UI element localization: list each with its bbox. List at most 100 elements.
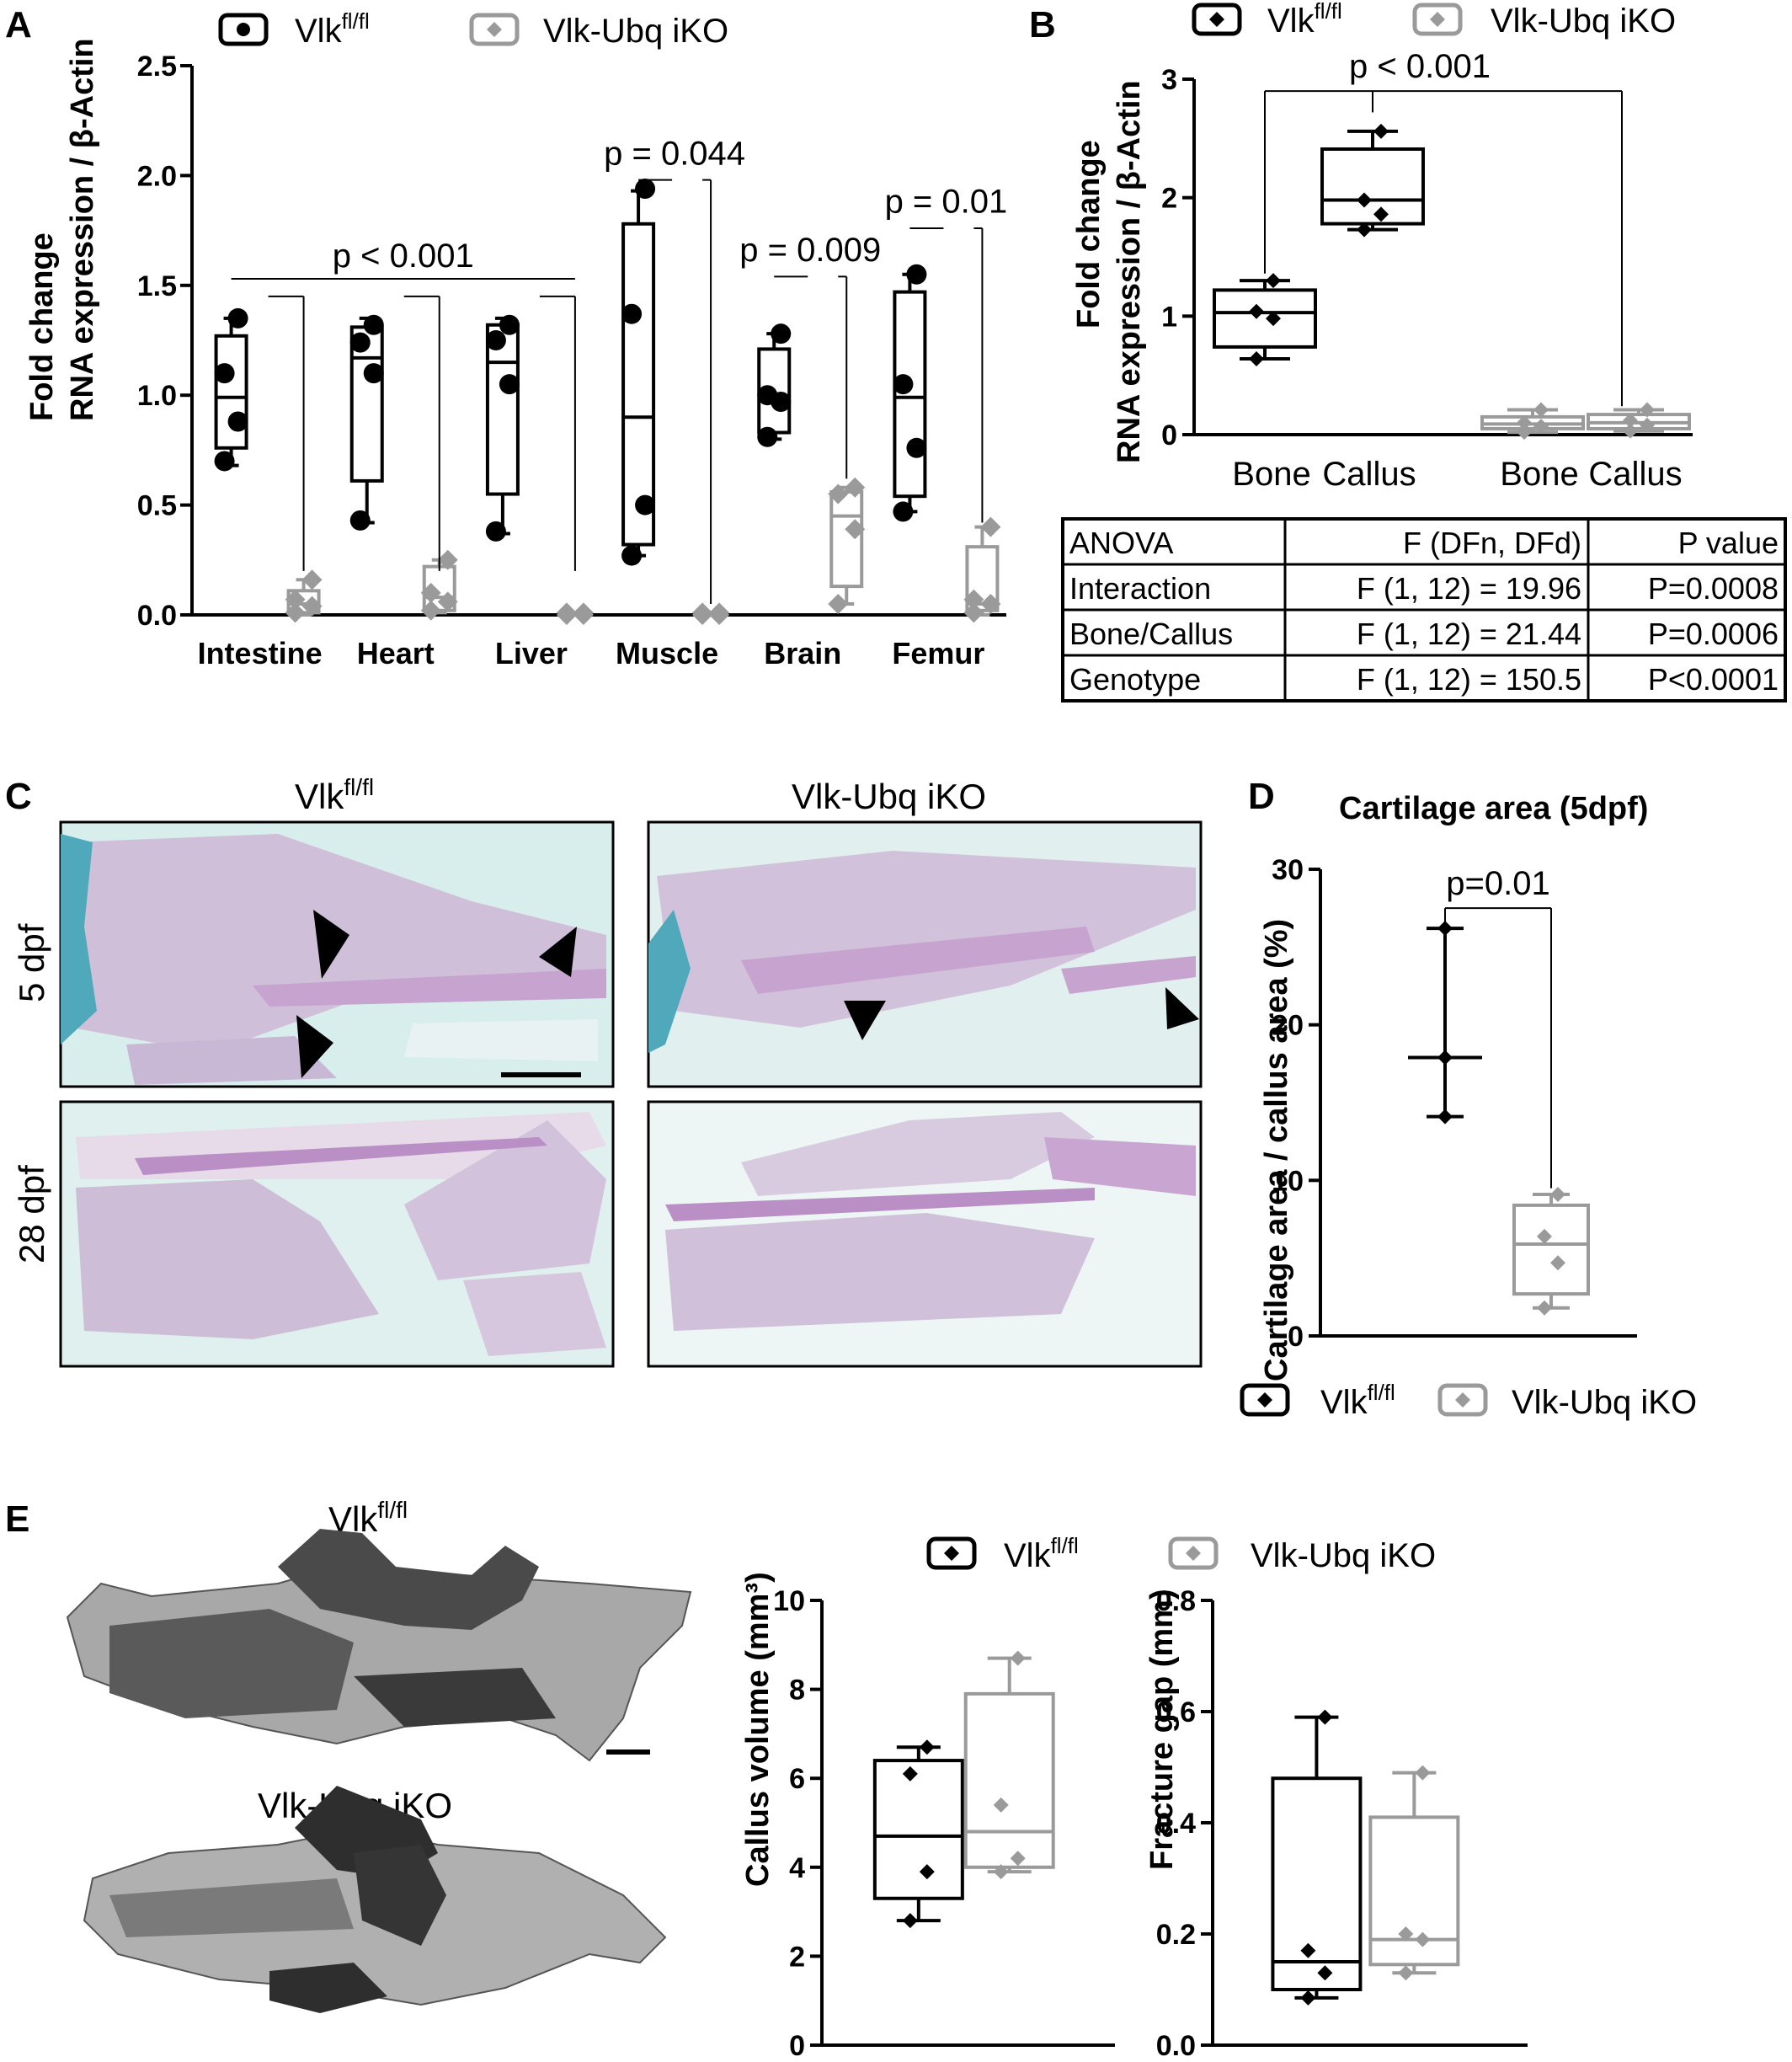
data-point [919, 1739, 935, 1755]
legend-ko-marker [1186, 1546, 1201, 1561]
y-tick-label: 1 [1161, 301, 1177, 333]
data-point [1437, 921, 1453, 937]
table-cell: P=0.0006 [1648, 617, 1779, 651]
data-point [363, 314, 384, 335]
data-point [1357, 192, 1372, 208]
y-tick-label: 2 [1161, 183, 1177, 215]
x-category-label: Heart [357, 636, 435, 670]
data-point [349, 510, 371, 531]
y-tick-label: 0.2 [1156, 1919, 1196, 1951]
data-point [993, 1864, 1009, 1880]
data-point [692, 602, 713, 623]
data-point [499, 314, 520, 335]
data-point [902, 1766, 918, 1782]
data-point [757, 385, 778, 406]
data-point [893, 374, 914, 395]
legend-wt-label: Vlkfl/fl [1267, 0, 1342, 40]
chart-d: 0 10 20 30 p=0.01 [1272, 854, 1637, 1353]
table-header-cell: P value [1678, 526, 1779, 560]
data-point [363, 363, 384, 384]
legend-wt-marker [237, 23, 250, 36]
p-value-label: p < 0.001 [333, 238, 474, 275]
x-category-label: Brain [764, 636, 841, 670]
data-point [420, 582, 441, 603]
data-point [285, 602, 306, 623]
data-point [1517, 425, 1532, 441]
data-point [635, 494, 656, 516]
data-point [1533, 402, 1549, 418]
data-point [771, 323, 792, 345]
data-point [1623, 423, 1638, 439]
data-point [919, 1864, 935, 1880]
data-point [1266, 273, 1281, 289]
data-point [1249, 350, 1264, 366]
data-point [499, 374, 520, 395]
data-point [902, 1913, 918, 1929]
table-cell: P=0.0008 [1648, 571, 1779, 606]
legend-ko-marker [1430, 12, 1445, 27]
data-point [993, 1797, 1009, 1813]
data-point [1300, 1942, 1316, 1958]
data-point [1415, 1931, 1431, 1947]
y-tick-label: 0.4 [1156, 1808, 1196, 1840]
x-category-label: Liver [495, 636, 568, 670]
chart-a: 0.0 0.5 1.0 1.5 2.0 2.5 Intestine Heart Liver Mus… [137, 51, 1008, 670]
histo-row-28dpf: 28 dpf [12, 1165, 51, 1263]
box-iqr [1213, 288, 1317, 349]
data-point [980, 593, 1001, 614]
histology-5dpf-ko [647, 820, 1203, 1088]
table-header-cell: F (DFn, DFd) [1403, 526, 1581, 560]
legend-wt-label: Vlkfl/fl [295, 8, 370, 50]
data-point [1437, 1108, 1453, 1124]
data-point [621, 303, 643, 324]
b-ylabel-1: Fold change [1071, 140, 1107, 329]
data-point [1533, 419, 1549, 435]
chart-e-fracture-gap: 0.0 0.2 0.4 0.6 0.8 [1156, 1585, 1528, 2062]
data-point [1398, 1965, 1414, 1981]
data-point [1266, 311, 1281, 327]
legend-wt-label: Vlkfl/fl [1004, 1533, 1079, 1574]
table-cell: Genotype [1069, 662, 1201, 697]
p-value-label: p = 0.044 [604, 135, 745, 172]
arrowhead [539, 927, 577, 977]
y-tick-label: 20 [1272, 1010, 1304, 1042]
box-iqr [214, 334, 248, 450]
panel-letter-d: D [1248, 776, 1275, 817]
data-point [1010, 1851, 1026, 1867]
box-iqr [349, 325, 384, 483]
d-ylabel: Cartilage area / callus area (%) [1259, 919, 1294, 1381]
data-point [1640, 417, 1655, 433]
x-category-label: Callus [1588, 456, 1682, 493]
box-iqr [963, 1691, 1055, 1869]
table-header-cell: ANOVA [1069, 526, 1173, 560]
data-point [906, 264, 927, 285]
data-point [893, 501, 914, 522]
legend-b: Vlkfl/fl Vlk-Ubq iKO [1192, 0, 1676, 40]
data-point [1537, 1228, 1552, 1244]
box-iqr [893, 290, 927, 499]
x-category-label: Muscle [616, 636, 718, 670]
y-tick-label: 0.6 [1156, 1696, 1196, 1728]
microct-ko-image [83, 1786, 667, 2013]
y-tick-label: 0 [789, 2030, 805, 2062]
panel-letter-b: B [1029, 4, 1056, 45]
arrowhead [313, 910, 349, 979]
y-tick-label: 10 [773, 1585, 805, 1617]
data-point [757, 426, 778, 447]
data-point [845, 519, 866, 540]
box-iqr [872, 1759, 964, 1900]
box-iqr [829, 489, 864, 589]
y-tick-label: 0.8 [1156, 1585, 1196, 1617]
p-value-label: p = 0.01 [885, 184, 1008, 221]
data-point [1249, 303, 1264, 319]
chart-b: 0 1 2 3 Bone Callus Bone Callus p < 0.001 [1161, 48, 1693, 493]
box-iqr [1512, 1203, 1590, 1296]
histology-5dpf-wt [59, 820, 615, 1088]
legend-d: Vlkfl/fl Vlk-Ubq iKO [1240, 1380, 1697, 1421]
data-point [485, 330, 506, 350]
data-point [556, 602, 577, 623]
histology-28dpf-ko [647, 1100, 1203, 1368]
data-point [963, 589, 984, 610]
data-point [1537, 1300, 1552, 1316]
y-tick-label: 0.5 [137, 490, 177, 522]
